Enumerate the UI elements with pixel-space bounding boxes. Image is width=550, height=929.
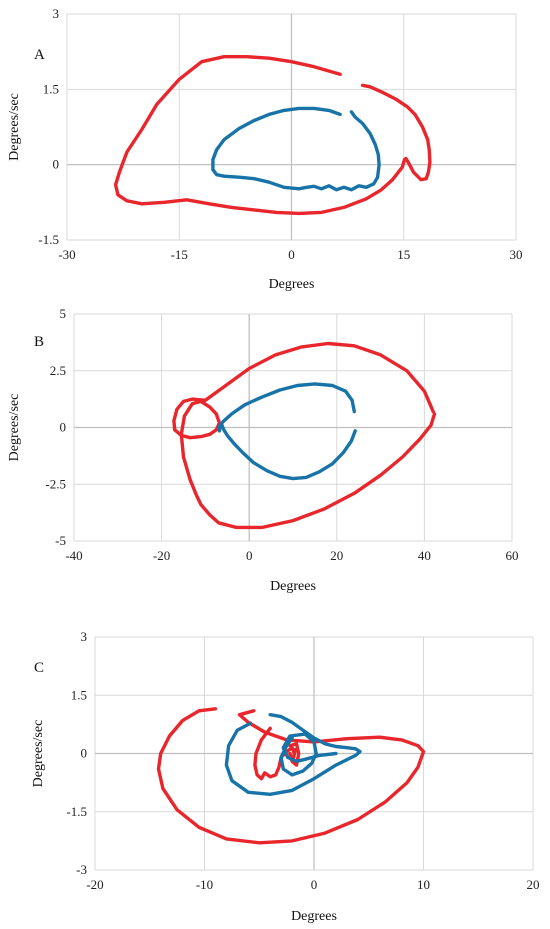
- panel-label: B: [34, 334, 44, 350]
- x-tick-label: 40: [418, 548, 431, 563]
- series-line-4: [224, 713, 362, 796]
- series-line-2: [216, 382, 357, 481]
- y-tick-label: -1.5: [38, 232, 59, 247]
- y-tick-label: -2.5: [45, 476, 66, 491]
- panel-label: A: [34, 47, 45, 63]
- x-tick-label: 0: [246, 548, 253, 563]
- y-axis-label: Degrees/sec: [7, 394, 22, 462]
- series-line-5: [279, 732, 338, 777]
- y-tick-label: 1.5: [43, 81, 59, 96]
- panel-label: C: [34, 660, 44, 676]
- x-tick-label: 20: [330, 548, 343, 563]
- x-tick-label: 60: [506, 548, 519, 563]
- series-line-1: [156, 707, 426, 845]
- chart-panel-a: -30 -15 0 15 30 -1.5 0 1.5 3 Degrees Degrees/sec A: [7, 6, 523, 292]
- y-tick-label: -5: [55, 533, 66, 548]
- x-axis-label: Degrees: [269, 277, 315, 292]
- y-tick-label: -3: [76, 862, 87, 877]
- y-tick-label: 0: [53, 157, 60, 172]
- x-tick-label: 0: [288, 247, 295, 262]
- x-tick-label: -20: [153, 548, 170, 563]
- x-tick-label: 30: [510, 247, 523, 262]
- y-tick-label: -1.5: [66, 804, 87, 819]
- y-tick-label: 3: [53, 6, 60, 21]
- y-axis-label: Degrees/sec: [31, 720, 46, 788]
- series-line-2: [253, 726, 298, 781]
- x-tick-label: -20: [86, 877, 103, 892]
- y-tick-label: 5: [60, 306, 67, 321]
- x-tick-label: -30: [58, 247, 75, 262]
- series-line-1: [113, 55, 432, 216]
- x-tick-label: -10: [196, 877, 213, 892]
- y-tick-label: 3: [81, 629, 88, 644]
- chart-panel-b: -40 -20 0 20 40 60 -5 -2.5 0 2.5 5 Degrees Degrees/s…: [7, 306, 519, 594]
- x-tick-label: -40: [65, 548, 82, 563]
- series-line-1: [172, 341, 437, 530]
- series-line-2: [211, 106, 381, 192]
- y-axis-label: Degrees/sec: [7, 93, 22, 161]
- x-tick-label: 10: [417, 877, 430, 892]
- y-tick-label: 0: [81, 746, 88, 761]
- x-tick-label: 20: [527, 877, 540, 892]
- x-axis-label: Degrees: [291, 909, 337, 924]
- x-tick-label: -15: [171, 247, 188, 262]
- x-tick-label: 0: [311, 877, 318, 892]
- y-tick-label: 0: [60, 420, 67, 435]
- x-tick-label: 15: [397, 247, 410, 262]
- y-tick-label: 1.5: [71, 687, 87, 702]
- x-axis-label: Degrees: [270, 579, 316, 594]
- y-tick-label: 2.5: [50, 363, 66, 378]
- chart-panel-c: -20 -10 0 10 20 -3 -1.5 0 1.5 3 Degrees Degrees/sec…: [31, 629, 540, 924]
